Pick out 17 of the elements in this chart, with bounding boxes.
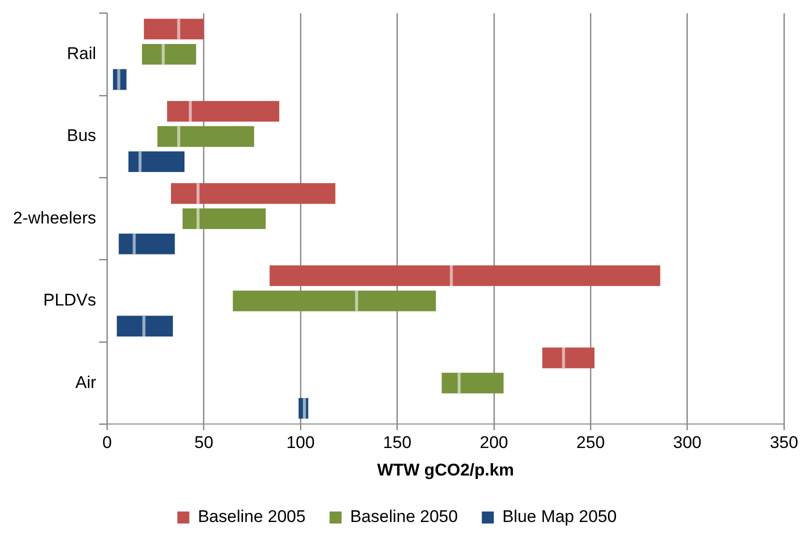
x-tick-label: 300 <box>673 433 702 452</box>
y-tick-label: Rail <box>66 44 96 63</box>
x-tick-label: 0 <box>102 433 112 452</box>
x-tick-label: 50 <box>194 433 214 452</box>
y-tick-label: PLDVs <box>43 290 96 310</box>
y-tick-label: Bus <box>66 126 96 146</box>
legend-label: Baseline 2005 <box>198 507 306 526</box>
y-tick-label: 2-wheelers <box>12 208 96 228</box>
x-axis-title: WTW gCO2/p.km <box>377 460 514 480</box>
x-tick-label: 350 <box>770 433 798 452</box>
x-tick-label: 250 <box>576 433 605 452</box>
x-tick-label: 200 <box>480 433 508 452</box>
x-tick-label: 150 <box>383 433 412 452</box>
legend-label: Blue Map 2050 <box>502 507 617 526</box>
y-tick-label: Air <box>75 372 96 392</box>
x-tick-label: 100 <box>286 433 315 452</box>
legend-label: Baseline 2050 <box>350 507 458 526</box>
